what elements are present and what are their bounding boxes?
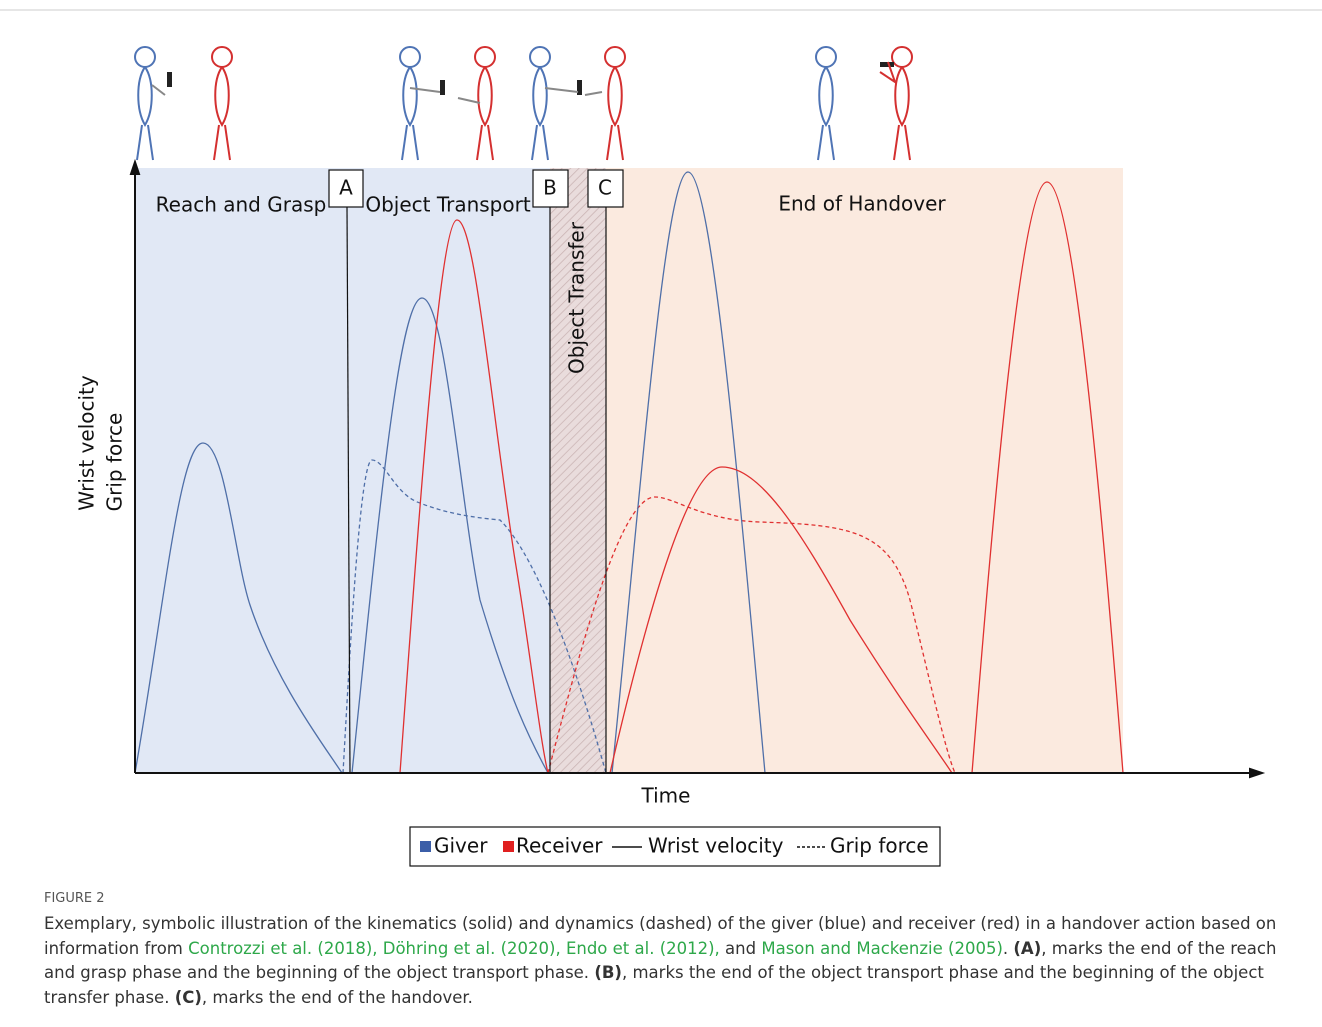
figure: A B C Reach and Grasp Object Transport O…: [0, 0, 1322, 880]
caption-text: , marks the end of the handover.: [202, 988, 473, 1007]
caption-marker: (C): [175, 988, 202, 1007]
y-axis-label: Grip force: [103, 413, 127, 512]
phase-region: [606, 168, 1123, 773]
phase-region: [135, 168, 550, 773]
phase-label: Object Transport: [365, 193, 531, 217]
x-axis-label: Time: [641, 784, 691, 808]
caption-marker: (A): [1013, 939, 1041, 958]
legend-label: Giver: [434, 834, 488, 858]
legend: Giver Receiver Wrist velocity Grip force: [410, 827, 940, 866]
caption: Exemplary, symbolic illustration of the …: [44, 912, 1294, 1010]
caption-text: and: [720, 939, 762, 958]
page: A B C Reach and Grasp Object Transport O…: [0, 0, 1322, 1027]
y-axis-label: Wrist velocity: [75, 375, 99, 511]
stick-figures: [135, 47, 912, 160]
phase-label: End of Handover: [778, 192, 946, 216]
phase-label: Object Transfer: [565, 221, 589, 374]
legend-label: Wrist velocity: [648, 834, 784, 858]
marker-label: C: [598, 176, 612, 200]
caption-text: .: [1003, 939, 1014, 958]
legend-label: Grip force: [830, 834, 929, 858]
phase-label: Reach and Grasp: [156, 193, 327, 217]
caption-marker: (B): [594, 963, 622, 982]
reference-link[interactable]: Mason and Mackenzie (2005): [761, 939, 1003, 958]
marker-label: B: [543, 176, 557, 200]
caption-label: FIGURE 2: [44, 891, 105, 906]
reference-link[interactable]: Controzzi et al. (2018), Döhring et al. …: [188, 939, 720, 958]
marker-label: A: [339, 176, 353, 200]
legend-label: Receiver: [516, 834, 603, 858]
